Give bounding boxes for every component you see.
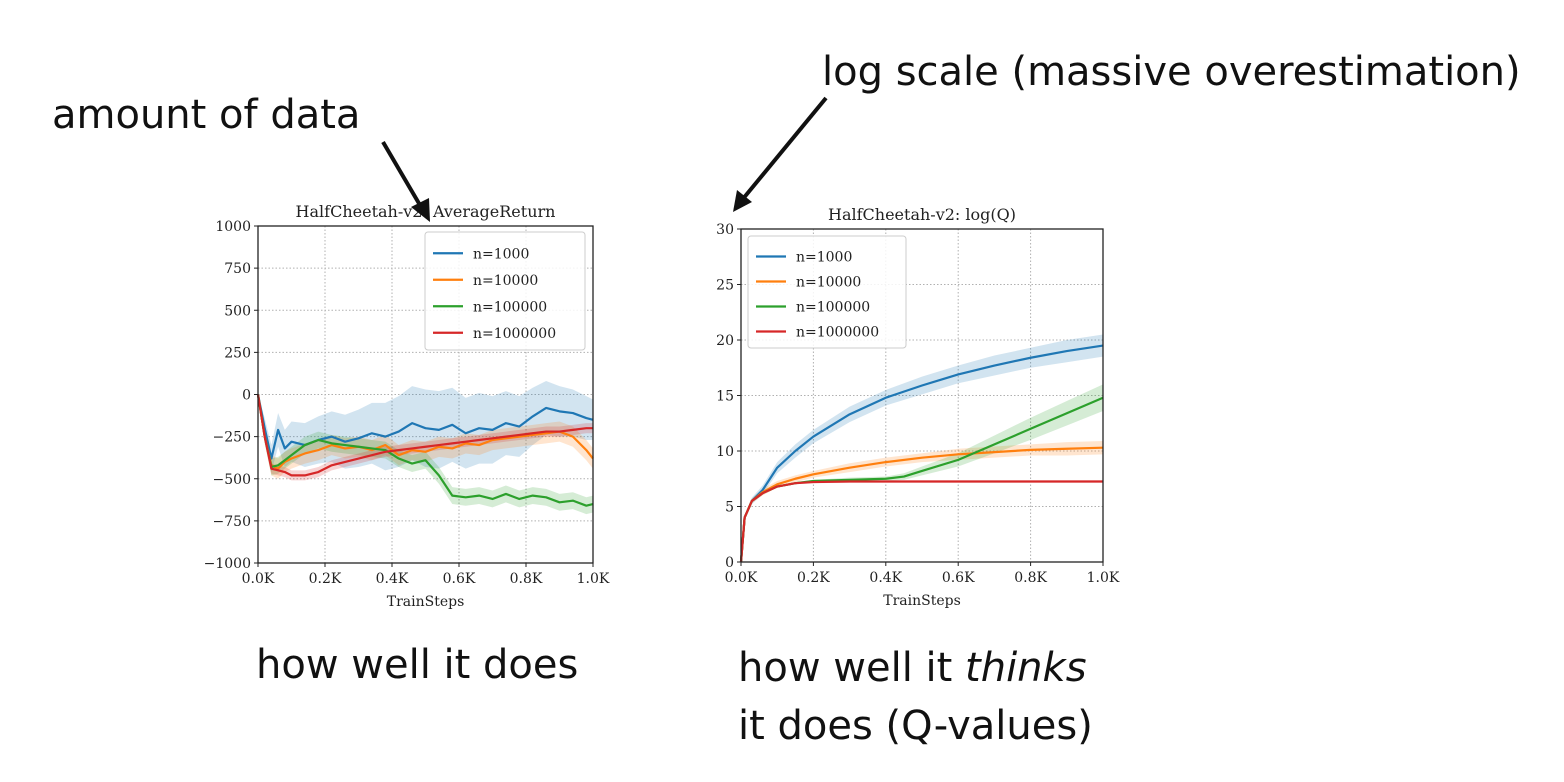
legend-box [424,231,586,351]
x-axis-label: TrainSteps [883,593,961,609]
right-caption-emphasis: thinks [965,645,1087,691]
right-caption-prefix: how well it [738,645,966,691]
legend: n=1000 n=10000 n=100000 n=1000000 [424,231,586,351]
y-tick-label: 20 [716,333,734,349]
legend-label-1: n=10000 [473,273,538,289]
legend: n=1000 n=10000 n=100000 n=1000000 [747,235,907,349]
amount-of-data-arrow [381,140,426,214]
y-tick-label: 750 [224,261,251,277]
series-line-0 [256,394,594,460]
log-scale-arrowhead [733,190,752,212]
series-line-3 [256,394,593,477]
y-tick-label: 500 [224,303,251,319]
x-tick-label: 0.8K [1014,570,1047,586]
annotation-arrows [381,96,828,222]
series-band-3 [258,394,593,481]
legend-box [747,235,907,349]
chart-title: HalfCheetah-v2: log(Q) [828,205,1016,224]
series-line-1 [739,446,1104,563]
y-tick-label: 0 [242,388,251,404]
y-tick-label: 10 [716,444,734,460]
x-tick-label: 0.4K [376,571,409,587]
series-band-2 [258,394,593,515]
series-band-1 [741,441,1103,562]
x-tick-label: 0.0K [725,570,758,586]
legend-label-2: n=100000 [473,299,547,315]
log-q-chart: 0.0K 0.2K 0.4K 0.6K 0.8K 1.0K 0 5 10 15 20 25 30 Half… [716,205,1120,609]
x-tick-label: 0.4K [869,570,902,586]
y-tick-label: −250 [213,430,251,446]
legend-label-3: n=1000000 [473,326,556,342]
legend-label-0: n=1000 [796,250,852,266]
series-band-2 [741,384,1103,562]
y-tick-label: 30 [716,222,734,238]
y-tick-label: 250 [224,345,251,361]
x-tick-label: 0.2K [309,571,342,587]
y-tick-label: −750 [213,514,251,530]
legend-label-0: n=1000 [473,246,529,262]
right-chart-caption-line1: how well it thinks [738,648,1087,688]
series-band-0 [258,381,593,473]
x-tick-label: 0.8K [510,571,543,587]
series-line-1 [256,394,594,470]
legend-label-2: n=100000 [796,300,870,316]
log-scale-arrow [740,96,828,202]
legend-label-1: n=10000 [796,275,861,291]
y-tick-label: 5 [725,500,734,516]
x-tick-label: 1.0K [1087,570,1120,586]
x-tick-label: 0.6K [443,571,476,587]
x-tick-label: 1.0K [577,571,610,587]
y-tick-label: −500 [213,472,251,488]
average-return-chart: 0.0K 0.2K 0.4K 0.6K 0.8K 1.0K −1000 −750 −500 −25… [204,202,610,610]
log-scale-annotation: log scale (massive overestimation) [822,49,1521,95]
x-tick-label: 0.6K [942,570,975,586]
y-tick-label: 25 [716,278,734,294]
y-tick-label: −1000 [204,556,251,572]
series-line-3 [739,480,1103,563]
x-tick-label: 0.2K [797,570,830,586]
amount-of-data-annotation: amount of data [52,92,361,138]
series-line-2 [256,394,594,507]
y-tick-label: 0 [725,555,734,571]
y-tick-label: 15 [716,389,734,405]
series-band-0 [741,334,1103,562]
x-tick-label: 0.0K [242,571,275,587]
left-chart-caption: how well it does [256,642,579,688]
legend-label-3: n=1000000 [796,325,879,341]
y-tick-label: 1000 [215,219,251,235]
right-chart-caption-line2: it does (Q-values) [738,703,1093,749]
series-band-3 [741,480,1103,562]
amount-of-data-arrowhead [411,198,430,222]
x-axis-label: TrainSteps [387,594,465,610]
